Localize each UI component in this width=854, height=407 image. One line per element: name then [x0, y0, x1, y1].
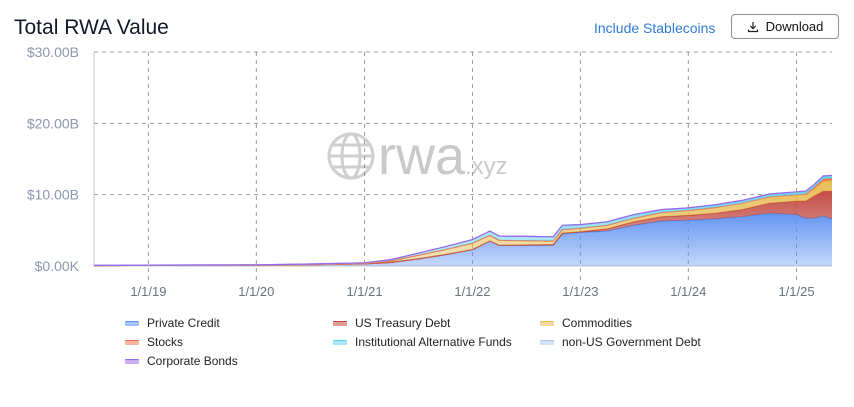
download-icon [747, 21, 759, 33]
legend-label: Commodities [562, 316, 633, 330]
legend-item[interactable]: Commodities [540, 316, 632, 330]
x-tick-label: 1/1/23 [562, 284, 598, 299]
legend-swatch [125, 358, 139, 364]
include-stablecoins-link[interactable]: Include Stablecoins [594, 20, 716, 36]
y-tick-label: $20.00B [27, 115, 79, 131]
watermark-text: rwa.xyz [378, 126, 508, 186]
series-area-private-credit [94, 213, 832, 266]
legend-item[interactable]: US Treasury Debt [333, 316, 450, 330]
legend-item[interactable]: non-US Government Debt [540, 335, 701, 349]
legend-label: Private Credit [147, 316, 220, 330]
x-tick-label: 1/1/19 [130, 284, 166, 299]
legend-item[interactable]: Institutional Alternative Funds [333, 335, 512, 349]
watermark: rwa.xyz [327, 126, 508, 186]
series-area-commodities [94, 180, 832, 266]
legend-label: US Treasury Debt [355, 316, 451, 330]
download-button[interactable]: Download [731, 14, 839, 39]
y-tick-label: $30.00B [27, 44, 79, 60]
chart-legend: Private Credit US Treasury Debt Commoditie… [125, 316, 825, 380]
x-tick-label: 1/1/22 [454, 284, 490, 299]
legend-label: non-US Government Debt [562, 335, 701, 349]
chart-svg: $0.00K $10.00B $20.00B $30.00B 1/1/19 1/1/20 1… [27, 44, 833, 299]
legend-swatch [125, 320, 139, 326]
legend-item[interactable]: Corporate Bonds [125, 354, 238, 368]
y-tick-label: $0.00K [35, 258, 80, 274]
x-tick-label: 1/1/24 [670, 284, 706, 299]
x-tick-label: 1/1/25 [778, 284, 814, 299]
legend-item[interactable]: Private Credit [125, 316, 220, 330]
legend-swatch [333, 339, 347, 345]
legend-label: Stocks [147, 335, 184, 349]
legend-swatch [540, 320, 554, 326]
download-label: Download [765, 19, 824, 34]
series-line-corporate-bonds [93, 174, 833, 266]
legend-label: Institutional Alternative Funds [355, 335, 512, 349]
legend-item[interactable]: Stocks [125, 335, 183, 349]
legend-swatch [540, 339, 554, 345]
rwa-value-chart: $0.00K $10.00B $20.00B $30.00B 1/1/19 1/1/20 1… [0, 40, 854, 310]
x-tick-label: 1/1/21 [346, 284, 382, 299]
legend-swatch [125, 339, 139, 345]
y-tick-label: $10.00B [27, 187, 79, 203]
page-title: Total RWA Value [14, 16, 169, 39]
legend-label: Corporate Bonds [147, 354, 238, 368]
legend-swatch [333, 320, 347, 326]
globe-icon [327, 132, 375, 180]
x-tick-label: 1/1/20 [238, 284, 274, 299]
